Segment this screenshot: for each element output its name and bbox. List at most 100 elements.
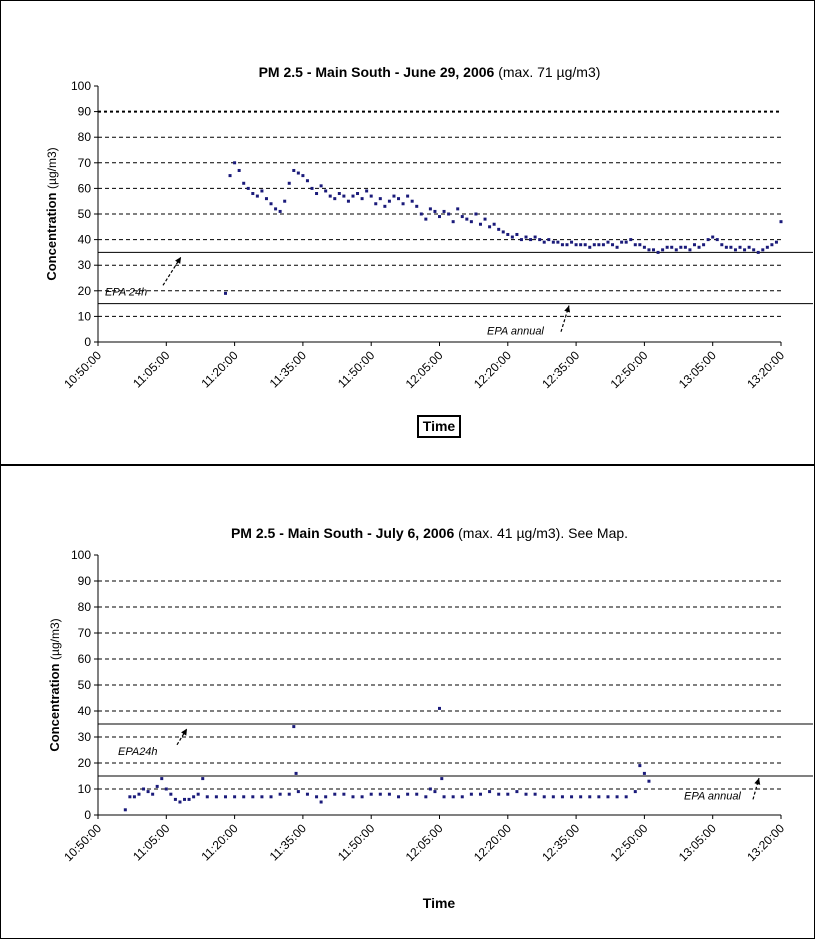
data-point [447, 212, 451, 216]
data-point [278, 209, 282, 213]
data-point [752, 248, 756, 252]
data-point [378, 792, 382, 796]
data-point [642, 771, 646, 775]
chart-panel-july-6: PM 2.5 - Main South - July 6, 2006 (max.… [0, 466, 815, 939]
data-point [264, 197, 268, 201]
annotation-arrow-line [162, 256, 182, 286]
data-point [433, 209, 437, 213]
data-point [160, 777, 164, 781]
x-tick-label: 11:35:00 [267, 821, 310, 864]
y-tick-label: 20 [78, 284, 92, 298]
data-point [606, 795, 610, 799]
data-point [237, 168, 241, 172]
epa-24h-label: EPA 24h [105, 286, 147, 298]
y-tick-label: 50 [78, 207, 92, 221]
annotation-arrowhead [564, 305, 571, 313]
x-axis-label: Time [423, 418, 456, 434]
y-tick-label: 30 [78, 258, 92, 272]
data-point [488, 790, 492, 794]
data-point [606, 240, 610, 244]
data-point [624, 795, 628, 799]
data-point [597, 795, 601, 799]
data-point [374, 202, 378, 206]
data-point [233, 795, 237, 799]
y-tick-label: 40 [78, 704, 92, 718]
data-point [706, 238, 710, 242]
annotation-arrow-line [752, 777, 760, 800]
x-axis-label: Time [423, 895, 456, 911]
data-point [246, 186, 250, 190]
data-point [533, 235, 537, 239]
data-point [588, 245, 592, 249]
epa-24h-label: EPA24h [118, 746, 158, 758]
data-point [497, 227, 501, 231]
chart-panel-june-29: PM 2.5 - Main South - June 29, 2006 (max… [0, 0, 815, 466]
data-point [223, 291, 227, 295]
data-point [460, 795, 464, 799]
data-point [406, 194, 410, 198]
data-point [365, 189, 369, 193]
y-tick-label: 80 [78, 130, 92, 144]
data-point [542, 795, 546, 799]
x-tick-label: 10:50:00 [61, 821, 104, 864]
data-point [469, 220, 473, 224]
data-point [369, 194, 373, 198]
data-point [556, 240, 560, 244]
data-point [647, 779, 651, 783]
data-point [397, 795, 401, 799]
x-tick-label: 11:05:00 [130, 821, 173, 864]
x-tick-label: 12:20:00 [471, 821, 514, 864]
x-tick-label: 11:20:00 [198, 821, 241, 864]
data-point [333, 792, 337, 796]
data-point [601, 243, 605, 247]
data-point [579, 243, 583, 247]
data-point [269, 795, 273, 799]
data-point [137, 792, 141, 796]
data-point [424, 795, 428, 799]
data-point [501, 230, 505, 234]
y-tick-label: 60 [78, 652, 92, 666]
data-point [342, 792, 346, 796]
x-tick-label: 11:35:00 [267, 348, 310, 391]
data-point [574, 243, 578, 247]
data-point [611, 243, 615, 247]
y-tick-label: 10 [78, 782, 92, 796]
data-point [670, 245, 674, 249]
x-tick-label: 10:50:00 [61, 348, 104, 391]
data-point [442, 795, 446, 799]
data-point [378, 197, 382, 201]
data-point [633, 243, 637, 247]
data-point [620, 240, 624, 244]
data-point [146, 790, 150, 794]
x-tick-label: 11:50:00 [335, 821, 378, 864]
x-tick-label: 13:05:00 [676, 348, 719, 391]
data-point [551, 795, 555, 799]
y-tick-label: 60 [78, 181, 92, 195]
data-point [515, 790, 519, 794]
data-point [333, 197, 337, 201]
x-tick-label: 13:05:00 [676, 821, 719, 864]
y-tick-label: 70 [78, 156, 92, 170]
data-point [269, 202, 273, 206]
x-tick-label: 13:20:00 [744, 821, 787, 864]
data-point [524, 792, 528, 796]
data-point [615, 245, 619, 249]
x-tick-label: 11:50:00 [335, 348, 378, 391]
data-point [428, 207, 432, 211]
y-tick-label: 90 [78, 105, 92, 119]
data-point [433, 790, 437, 794]
data-point [214, 795, 218, 799]
data-point [642, 245, 646, 249]
data-point [324, 795, 328, 799]
y-tick-label: 0 [84, 808, 91, 822]
data-point [356, 192, 360, 196]
data-point [360, 795, 364, 799]
data-point [688, 248, 692, 252]
data-point [274, 207, 278, 211]
data-point [342, 194, 346, 198]
y-tick-label: 90 [78, 574, 92, 588]
data-point [192, 795, 196, 799]
data-point [492, 222, 496, 226]
data-point [223, 795, 227, 799]
data-point [428, 787, 432, 791]
